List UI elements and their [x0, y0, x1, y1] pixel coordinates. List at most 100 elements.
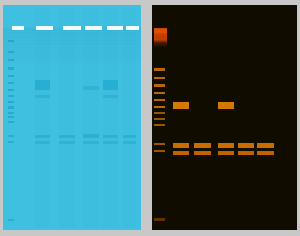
Bar	[3, 61, 141, 63]
Bar	[3, 44, 141, 46]
Bar	[36, 26, 52, 30]
Bar	[103, 135, 118, 138]
Bar	[126, 26, 139, 30]
Bar	[3, 32, 141, 35]
Bar	[154, 50, 167, 53]
Bar	[3, 30, 141, 33]
Bar	[3, 59, 141, 62]
Bar	[257, 151, 274, 155]
Bar	[154, 46, 167, 49]
Bar	[3, 51, 141, 54]
Bar	[154, 52, 167, 55]
Bar	[154, 39, 167, 42]
Bar	[8, 116, 14, 118]
Bar	[154, 59, 167, 62]
Bar	[154, 47, 167, 50]
Bar	[103, 95, 118, 98]
Bar	[8, 82, 14, 84]
Bar	[154, 34, 167, 37]
Bar	[218, 102, 234, 109]
Bar	[154, 124, 165, 126]
Bar	[123, 135, 136, 138]
Bar	[154, 44, 167, 47]
Bar	[82, 7, 99, 228]
Bar	[154, 143, 165, 145]
Bar	[8, 40, 14, 42]
Bar	[12, 26, 24, 30]
Bar	[154, 56, 167, 59]
Bar	[3, 46, 141, 48]
Bar	[154, 53, 167, 55]
Bar	[8, 95, 14, 97]
Bar	[154, 106, 165, 108]
Bar	[82, 141, 99, 144]
Bar	[238, 151, 254, 155]
Bar	[123, 7, 136, 228]
Bar	[218, 143, 234, 148]
Bar	[8, 89, 14, 91]
Bar	[154, 68, 165, 71]
Bar	[154, 54, 167, 56]
Bar	[8, 141, 14, 143]
Bar	[3, 34, 141, 37]
Bar	[58, 7, 75, 228]
Bar	[8, 106, 14, 109]
Bar	[8, 219, 14, 221]
Bar	[154, 84, 165, 87]
Bar	[8, 67, 14, 70]
Bar	[34, 7, 50, 228]
Bar	[154, 30, 167, 33]
Bar	[3, 49, 141, 52]
Bar	[8, 101, 14, 103]
Bar	[3, 53, 141, 56]
Bar	[8, 135, 14, 137]
Bar	[34, 95, 50, 98]
Bar	[154, 45, 167, 47]
Bar	[3, 29, 141, 31]
Bar	[154, 99, 165, 101]
Bar	[154, 29, 167, 32]
Bar	[154, 77, 165, 79]
Bar	[154, 35, 167, 38]
Bar	[8, 112, 14, 114]
Bar	[154, 62, 167, 65]
Bar	[34, 80, 50, 90]
Bar	[3, 57, 141, 60]
Bar	[154, 57, 167, 60]
Bar	[154, 42, 167, 45]
Bar	[103, 80, 118, 90]
Bar	[154, 38, 167, 40]
Bar	[3, 55, 141, 58]
Bar	[58, 135, 75, 138]
Bar	[154, 92, 165, 94]
Bar	[154, 62, 167, 64]
Bar	[8, 59, 14, 61]
Bar	[82, 134, 99, 138]
Bar	[34, 135, 50, 138]
Bar	[154, 38, 167, 41]
Bar	[123, 141, 136, 144]
Bar	[154, 218, 165, 221]
Bar	[154, 32, 167, 35]
Bar	[154, 55, 167, 57]
Bar	[154, 150, 165, 152]
Bar	[3, 5, 141, 230]
Bar	[172, 143, 189, 148]
Bar	[58, 141, 75, 144]
Bar	[85, 26, 102, 30]
Bar	[154, 48, 167, 51]
Bar	[218, 151, 234, 155]
Bar	[3, 47, 141, 50]
Bar	[3, 63, 141, 65]
Bar	[103, 7, 118, 228]
Bar	[154, 31, 167, 34]
Bar	[103, 141, 118, 144]
Bar	[154, 55, 167, 58]
Bar	[106, 26, 123, 30]
Bar	[154, 33, 167, 36]
Bar	[154, 36, 167, 39]
Bar	[154, 118, 165, 120]
Bar	[3, 38, 141, 41]
Bar	[34, 141, 50, 144]
Bar	[194, 143, 211, 148]
